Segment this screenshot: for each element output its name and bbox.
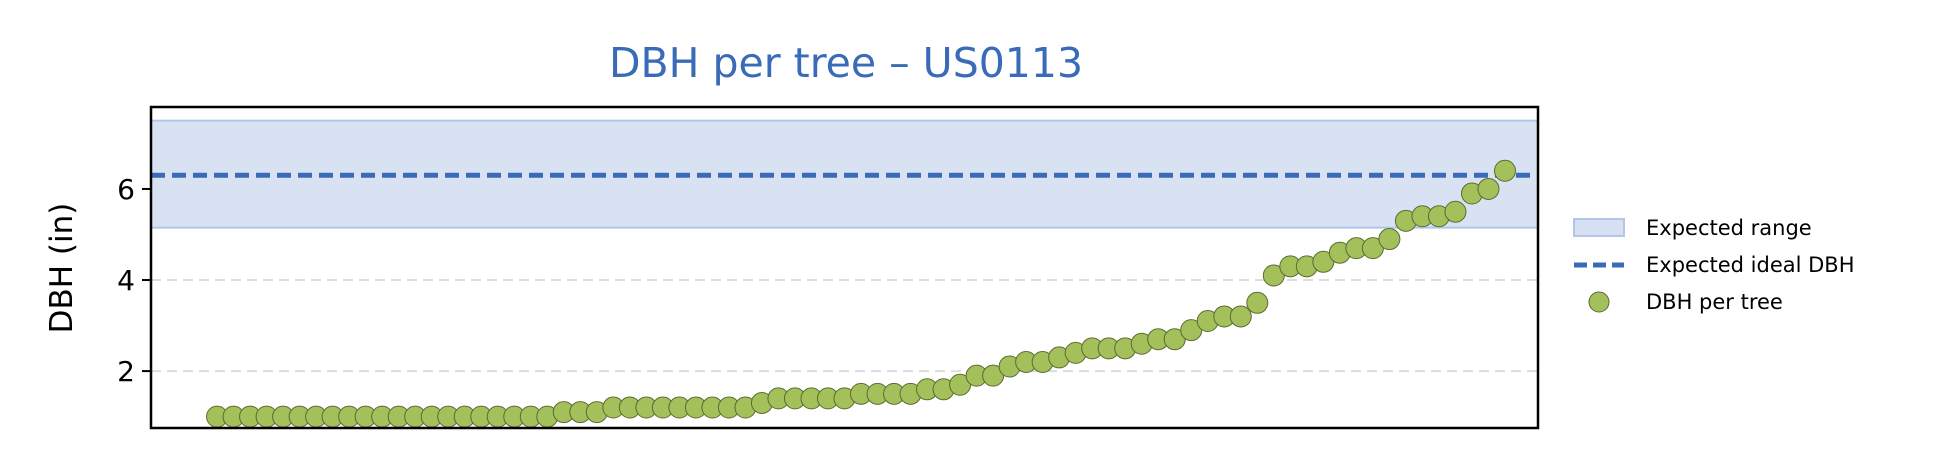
legend-range-swatch [1573,218,1625,237]
legend-ideal-label: Expected ideal DBH [1646,253,1854,277]
y-tick-label: 2 [117,355,135,388]
y-tick-label: 4 [117,264,135,297]
legend-points-swatch [1588,291,1610,313]
data-point [1477,177,1500,200]
data-point [1378,228,1401,251]
data-point [1493,159,1516,182]
data-point [1246,291,1269,314]
data-point [1444,200,1467,223]
legend: Expected range Expected ideal DBH DBH pe… [1573,216,1854,314]
chart-title: DBH per tree – US0113 [609,39,1083,87]
legend-range-label: Expected range [1646,216,1812,240]
data-point [1229,305,1252,328]
legend-points-label: DBH per tree [1646,290,1783,314]
plot-frame [149,105,1540,430]
y-tick-label: 6 [117,173,135,206]
y-axis-label: DBH (in) [44,203,80,334]
